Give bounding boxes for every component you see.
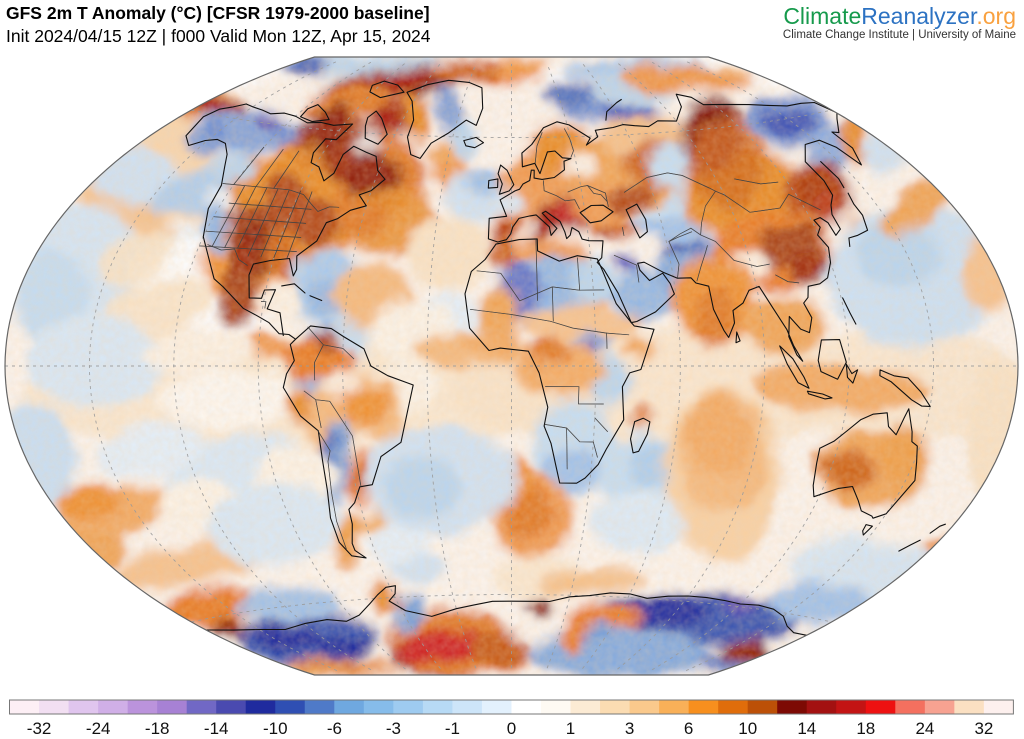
svg-text:-18: -18	[145, 719, 170, 738]
svg-text:24: 24	[915, 719, 934, 738]
svg-text:-32: -32	[27, 719, 52, 738]
svg-text:3: 3	[625, 719, 634, 738]
svg-text:-1: -1	[445, 719, 460, 738]
svg-text:1: 1	[566, 719, 575, 738]
svg-text:6: 6	[684, 719, 693, 738]
svg-text:-24: -24	[86, 719, 111, 738]
svg-text:18: 18	[856, 719, 875, 738]
svg-text:10: 10	[738, 719, 757, 738]
svg-text:-10: -10	[263, 719, 288, 738]
svg-text:32: 32	[974, 719, 993, 738]
svg-text:-6: -6	[327, 719, 342, 738]
svg-text:-3: -3	[386, 719, 401, 738]
svg-text:0: 0	[507, 719, 516, 738]
svg-text:14: 14	[797, 719, 816, 738]
svg-text:-14: -14	[204, 719, 229, 738]
